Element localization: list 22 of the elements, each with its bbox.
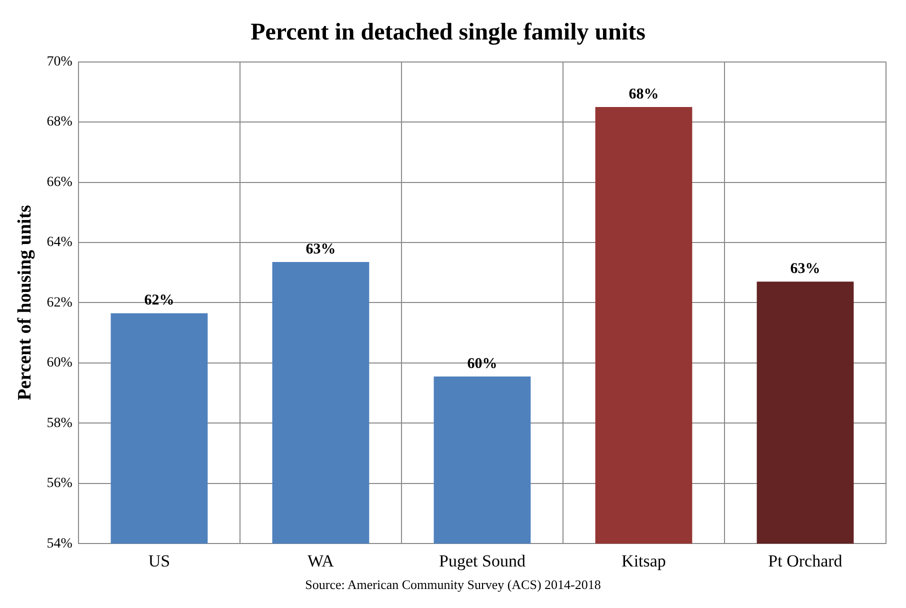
y-tick-label: 68%: [46, 114, 73, 130]
y-tick-label: 70%: [46, 54, 73, 70]
data-label: 60%: [467, 356, 498, 372]
y-tick-label: 62%: [46, 295, 73, 310]
source-note: Source: American Community Survey (ACS) 2014-2018: [304, 577, 602, 593]
x-tick-label: Pt Orchard: [768, 551, 843, 570]
x-tick-label: WA: [307, 551, 335, 570]
x-tick-label: Puget Sound: [439, 551, 526, 570]
data-label: 68%: [628, 86, 659, 102]
data-label: 63%: [306, 241, 336, 258]
data-label: 62%: [144, 292, 174, 309]
y-tick-label: 66%: [46, 174, 73, 190]
y-tick-label: 64%: [46, 235, 73, 250]
data-label: 63%: [790, 260, 820, 277]
y-tick-label: 60%: [46, 356, 73, 371]
y-tick-label: 56%: [46, 476, 73, 492]
x-tick-label: Kitsap: [622, 551, 666, 570]
chart-title: Percent in detached single family units: [250, 20, 646, 46]
y-axis-title: Percent of housing units: [14, 204, 36, 400]
x-tick-label: US: [148, 551, 170, 570]
y-tick-label: 58%: [46, 416, 73, 431]
y-tick-label: 54%: [46, 536, 73, 552]
